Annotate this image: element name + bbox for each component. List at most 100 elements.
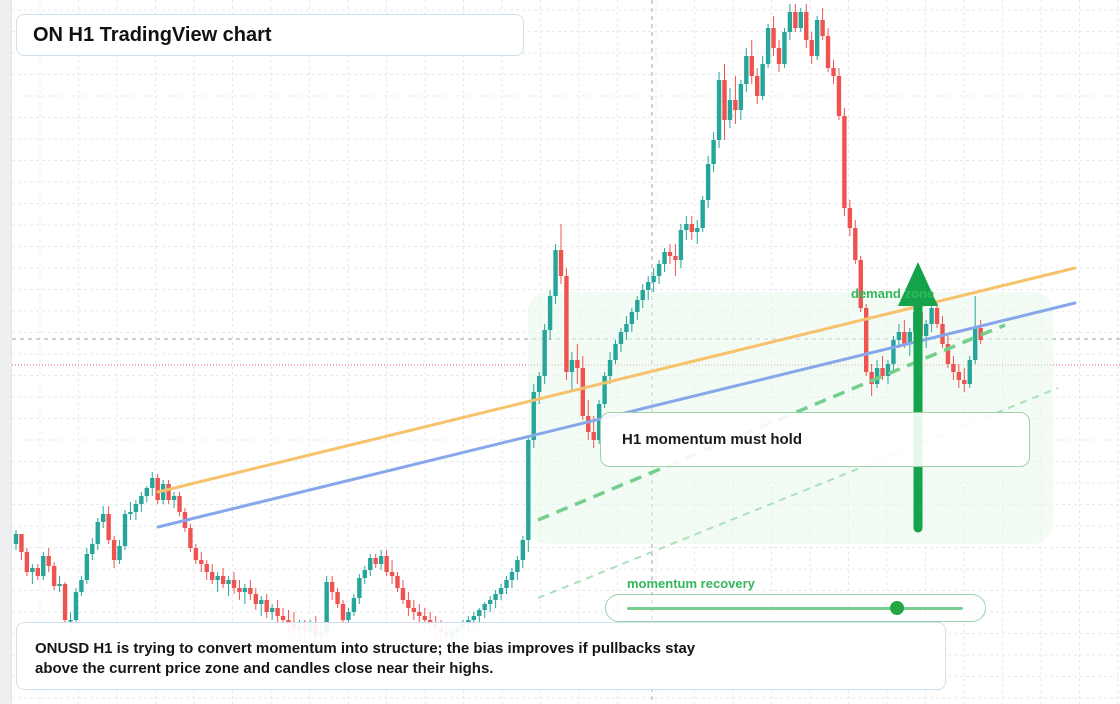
- candle-body: [973, 328, 978, 360]
- candle-body: [520, 540, 526, 560]
- candle-body: [237, 588, 242, 592]
- candle-body: [880, 368, 885, 376]
- candle-body: [515, 560, 520, 572]
- candle-body: [722, 80, 727, 120]
- candle-body: [711, 140, 716, 164]
- candle-body: [177, 496, 182, 512]
- candle-body: [547, 296, 553, 330]
- candle-body: [220, 576, 226, 584]
- candle-body: [46, 556, 51, 566]
- candle-body: [798, 12, 803, 28]
- candle-body: [542, 330, 547, 376]
- candle-body: [171, 496, 177, 500]
- candle-body: [586, 416, 591, 432]
- candle-body: [967, 360, 972, 384]
- candle-body: [79, 580, 84, 592]
- candle-body: [646, 282, 651, 290]
- candle-body: [51, 566, 57, 586]
- candle-body: [842, 116, 847, 208]
- candle-body: [73, 592, 79, 620]
- projection-dashed-line: [537, 387, 1059, 599]
- candle-body: [509, 572, 515, 580]
- slider-knob[interactable]: [890, 601, 905, 615]
- left-edge-strip: [0, 0, 12, 704]
- candle-body: [275, 608, 280, 616]
- candle-body: [945, 344, 951, 364]
- candle-body: [41, 556, 46, 576]
- candle-body: [956, 372, 962, 380]
- candle-body: [400, 588, 406, 600]
- candle-body: [667, 252, 673, 256]
- caption-line-1: ONUSD H1 is trying to convert momentum i…: [35, 640, 696, 657]
- candle-body: [640, 290, 645, 300]
- candle-body: [580, 368, 585, 416]
- candle-body: [117, 546, 122, 560]
- candle-body: [553, 250, 558, 296]
- bullish-arrow-head: [898, 262, 938, 306]
- candle-body: [591, 432, 596, 440]
- candle-body: [155, 478, 160, 500]
- candle-body: [19, 534, 24, 552]
- candle-body: [30, 568, 35, 572]
- candle-body: [128, 512, 133, 514]
- candle-body: [874, 368, 880, 384]
- candle-body: [389, 572, 395, 576]
- candle-body: [122, 514, 128, 546]
- candle-body: [596, 404, 602, 440]
- candle-body: [482, 604, 487, 610]
- candle-body: [776, 48, 782, 64]
- candle-body: [204, 564, 209, 572]
- candle-body: [727, 100, 733, 120]
- candle-body: [864, 308, 869, 372]
- candle-body: [744, 56, 749, 84]
- candle-body: [395, 576, 400, 588]
- callout-text: H1 momentum must hold: [622, 431, 803, 448]
- candle-body: [531, 392, 536, 440]
- candle-body: [782, 32, 787, 64]
- candle-body: [629, 312, 635, 324]
- momentum-slider[interactable]: [605, 594, 986, 622]
- candle-body: [809, 40, 814, 56]
- candle-body: [934, 308, 940, 324]
- candle-body: [193, 548, 199, 560]
- candle-body: [253, 594, 258, 604]
- momentum-callout: H1 momentum must hold: [600, 412, 1030, 467]
- candle-body: [24, 552, 30, 572]
- slider-track[interactable]: [627, 607, 963, 610]
- candles: [13, 4, 983, 648]
- candle-body: [269, 608, 275, 612]
- candle-body: [678, 230, 684, 260]
- candle-body: [13, 534, 19, 544]
- candle-body: [210, 572, 215, 580]
- candle-body: [793, 12, 798, 28]
- candle-body: [804, 12, 809, 40]
- candle-body: [656, 264, 662, 276]
- candle-body: [280, 616, 286, 620]
- candle-body: [417, 612, 422, 616]
- candle-body: [537, 376, 542, 392]
- candle-body: [139, 496, 144, 504]
- candle-body: [335, 592, 340, 604]
- candle-body: [68, 620, 73, 622]
- candle-body: [820, 20, 825, 36]
- candle-body: [749, 56, 754, 76]
- candle-body: [951, 364, 956, 372]
- candle-body: [35, 568, 40, 576]
- candle-body: [95, 522, 100, 544]
- candle-body: [700, 200, 705, 228]
- candle-body: [907, 332, 912, 344]
- candle-body: [858, 260, 863, 308]
- candle-body: [62, 584, 68, 620]
- candle-body: [373, 558, 378, 564]
- analysis-caption: ONUSD H1 is trying to convert momentum i…: [16, 622, 946, 690]
- candle-body: [836, 76, 842, 116]
- candle-body: [853, 228, 858, 260]
- candle-body: [607, 360, 613, 376]
- candle-body: [613, 344, 618, 360]
- candle-body: [575, 360, 580, 368]
- candle-body: [471, 616, 476, 620]
- candle-body: [765, 28, 771, 64]
- candle-body: [929, 308, 934, 324]
- candle-body: [477, 610, 482, 616]
- candle-body: [891, 340, 896, 364]
